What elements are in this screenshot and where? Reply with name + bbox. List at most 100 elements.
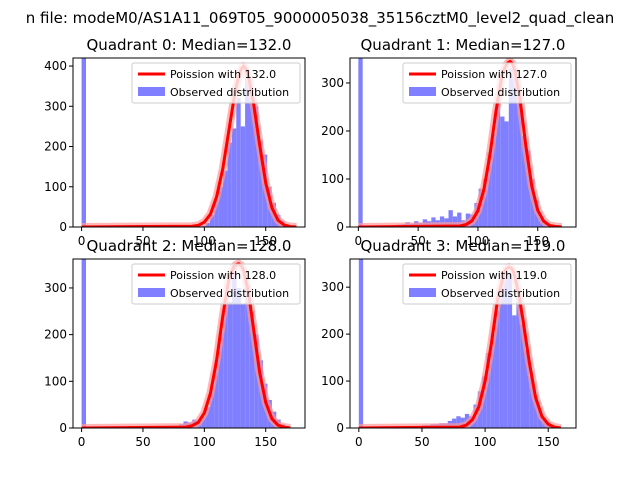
- x-tick-label: 0: [78, 435, 86, 449]
- histogram-bar: [205, 222, 210, 227]
- histogram-bar: [227, 142, 232, 227]
- x-tick-label: 100: [193, 234, 216, 248]
- histogram-bar: [236, 98, 241, 227]
- y-tick-label: 0: [59, 421, 67, 435]
- x-tick-label: 150: [254, 234, 277, 248]
- x-tick-label: 150: [537, 435, 560, 449]
- histogram-bar: [490, 334, 495, 428]
- histogram-bar: [254, 334, 259, 428]
- legend-hist-swatch: [409, 87, 436, 96]
- histogram-bar: [448, 210, 453, 227]
- histogram-bar: [439, 216, 445, 227]
- histogram-bar: [431, 217, 436, 227]
- y-tick-label: 300: [321, 280, 344, 294]
- y-tick-label: 300: [44, 281, 67, 295]
- histogram-bar: [218, 332, 224, 428]
- histogram-bar: [81, 259, 87, 428]
- histogram-bar: [253, 106, 259, 227]
- y-tick-label: 0: [336, 421, 344, 435]
- histogram-bar: [232, 264, 237, 428]
- histogram-bar: [240, 126, 246, 227]
- y-tick-label: 400: [44, 59, 67, 73]
- histogram-bar: [482, 178, 488, 227]
- histogram-bar: [529, 376, 534, 428]
- legend-box: [131, 62, 301, 104]
- legend-curve-label: Poission with 128.0: [170, 269, 276, 282]
- axes-frame: [72, 258, 306, 429]
- quadrant-1-plot-area: [358, 58, 563, 227]
- legend-hist-label: Observed distribution: [441, 86, 560, 99]
- histogram-bar: [452, 216, 458, 227]
- histogram-bar: [456, 416, 461, 428]
- quadrant-0-title: Quadrant 0: Median=132.0: [87, 36, 292, 54]
- y-tick-label: 0: [59, 220, 67, 234]
- quadrant-1-panel: 0 50 100 150 0 100 200 300 Quadrant 1: Median=12…: [321, 36, 577, 248]
- y-tick-label: 300: [321, 76, 344, 90]
- y-tick-label: 200: [44, 140, 67, 154]
- legend: Poission with 127.0 Observed distribution: [402, 62, 572, 104]
- legend-curve-label: Poission with 119.0: [441, 269, 547, 282]
- histogram-bar: [249, 311, 255, 428]
- y-tick-label: 200: [321, 327, 344, 341]
- histogram-bar: [512, 315, 517, 428]
- quadrant-2-title: Quadrant 2: Median=128.0: [87, 237, 292, 255]
- legend-hist-swatch: [138, 87, 165, 96]
- histogram-bar: [245, 285, 250, 428]
- x-tick-label: 50: [411, 234, 426, 248]
- y-tick-label: 200: [321, 124, 344, 138]
- y-tick-label: 100: [44, 180, 67, 194]
- histogram-bar: [516, 301, 521, 428]
- histogram-bar: [205, 406, 210, 428]
- x-tick-label: 50: [135, 234, 150, 248]
- histogram-bar: [482, 376, 487, 428]
- histogram-bar: [227, 301, 233, 428]
- histogram-bar: [209, 214, 215, 227]
- histogram-bar: [201, 416, 206, 428]
- legend-hist-label: Observed distribution: [170, 86, 289, 99]
- y-tick-label: 100: [44, 374, 67, 388]
- y-tick-label: 0: [336, 220, 344, 234]
- histogram-bar: [223, 297, 228, 428]
- x-tick-label: 100: [193, 435, 216, 449]
- histogram-bar: [503, 268, 508, 428]
- histogram-bar: [504, 121, 509, 227]
- histogram-bar: [494, 310, 500, 428]
- y-tick-label: 100: [321, 374, 344, 388]
- histogram-bar: [521, 135, 527, 227]
- histogram-bar: [209, 388, 215, 428]
- legend-hist-swatch: [138, 288, 165, 297]
- x-tick-label: 150: [526, 234, 549, 248]
- legend-hist-label: Observed distribution: [170, 287, 289, 300]
- histogram-bar: [520, 324, 525, 428]
- histogram-bar: [258, 140, 263, 227]
- x-tick-label: 100: [466, 234, 489, 248]
- histogram-bar: [524, 350, 530, 428]
- histogram-bar: [457, 212, 462, 227]
- histogram-bar: [214, 200, 219, 227]
- legend: Poission with 119.0 Observed distribution: [402, 263, 572, 305]
- histogram-bar: [358, 259, 364, 428]
- histogram-bar: [517, 97, 522, 227]
- histogram-bar: [513, 73, 518, 227]
- histogram-bar: [507, 273, 513, 428]
- y-tick-label: 100: [321, 172, 344, 186]
- axes-frame: [72, 57, 306, 228]
- x-tick-label: 150: [254, 435, 277, 449]
- figure-suptitle: n file: modeM0/AS1A11_069T05_9000005038_…: [26, 9, 615, 28]
- histogram-bar: [499, 287, 504, 428]
- histogram-bar: [218, 186, 224, 227]
- quadrant-3-panel: 0 50 100 150 0 100 200 300 Quadrant 3: Median=11…: [321, 237, 577, 449]
- x-tick-label: 100: [474, 435, 497, 449]
- legend-box: [402, 263, 572, 305]
- quadrant-3-title: Quadrant 3: Median=119.0: [361, 237, 566, 255]
- histogram-bar: [526, 150, 531, 227]
- histogram-bar: [240, 304, 246, 428]
- legend-curve-label: Poission with 132.0: [170, 68, 276, 81]
- histogram-bar: [245, 70, 250, 227]
- x-tick-label: 0: [355, 234, 363, 248]
- x-tick-label: 50: [414, 435, 429, 449]
- histogram-bar: [533, 395, 538, 428]
- x-tick-label: 0: [355, 435, 363, 449]
- histogram-bar: [486, 352, 491, 428]
- y-tick-label: 300: [44, 99, 67, 113]
